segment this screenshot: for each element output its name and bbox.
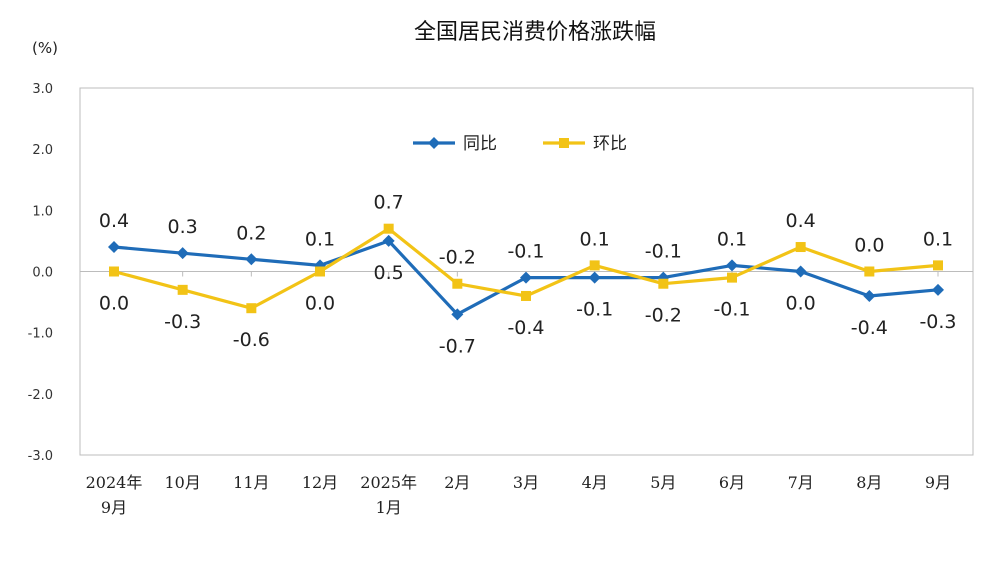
data-point (109, 266, 119, 277)
data-label-环比: 0.0 (99, 293, 129, 315)
data-point (933, 260, 943, 271)
legend: 同比 环比 (413, 134, 627, 154)
data-point (452, 278, 463, 289)
legend-label: 同比 (463, 134, 497, 154)
data-label-环比: -0.4 (507, 317, 544, 339)
legend-item-环比: 环比 (543, 134, 627, 154)
data-point (521, 290, 531, 301)
chart-title: 全国居民消费价格涨跌幅 (414, 20, 656, 45)
data-point (932, 283, 944, 296)
legend-item-同比: 同比 (413, 134, 497, 154)
data-point (863, 289, 876, 302)
data-label-环比: 0.1 (580, 228, 610, 250)
data-label-同比: -0.4 (851, 317, 888, 339)
legend-swatch-marker (428, 137, 440, 149)
y-tick-label: 0.0 (32, 266, 53, 281)
data-point (589, 260, 600, 271)
y-axis-unit-label: (%) (32, 39, 58, 57)
data-point (451, 308, 464, 321)
data-label-同比: 0.5 (374, 262, 404, 284)
data-label-同比: -0.7 (439, 335, 476, 357)
data-label-环比: 0.0 (854, 235, 884, 257)
data-label-环比: 0.1 (923, 228, 953, 250)
data-point (176, 247, 189, 260)
series-group (108, 223, 944, 321)
x-tick-label: 5月 (650, 473, 676, 492)
data-label-同比: 0.2 (236, 222, 266, 244)
data-point (520, 271, 532, 284)
x-tick-label: 3月 (513, 473, 539, 492)
x-tick-label: 9月 (925, 473, 951, 492)
data-label-环比: 0.4 (786, 210, 816, 232)
data-point (383, 223, 394, 234)
data-point (795, 242, 806, 253)
data-label-同比: -0.1 (645, 241, 682, 263)
data-label-同比: 0.1 (305, 228, 335, 250)
data-point (382, 234, 395, 247)
y-tick-label: -1.0 (28, 327, 53, 342)
x-tick-label: 8月 (856, 473, 882, 492)
x-tick-label: 11月 (233, 473, 269, 492)
data-label-环比: 0.0 (305, 293, 335, 315)
data-label-环比: 0.7 (374, 192, 404, 214)
data-point (794, 265, 807, 278)
y-tick-label: 2.0 (32, 143, 53, 158)
data-label-环比: -0.2 (439, 247, 476, 269)
data-labels: 0.4 0.0 0.3 -0.3 0.2 -0.6 0.1 0.0 0.5 0.7 -0.7 -0.2… (99, 192, 957, 358)
y-tick-label: 1.0 (32, 204, 53, 219)
data-label-环比: -0.6 (233, 329, 270, 351)
y-tick-label: -2.0 (28, 388, 53, 403)
data-point (177, 284, 188, 295)
data-label-同比: 0.3 (168, 216, 198, 238)
data-label-同比: -0.3 (919, 311, 956, 333)
data-point (864, 266, 875, 277)
data-point (315, 266, 325, 277)
data-point (726, 259, 738, 272)
data-point (245, 253, 258, 266)
x-tick-label: 4月 (582, 473, 608, 492)
data-label-环比: -0.1 (713, 299, 750, 321)
x-tick-label: 7月 (788, 473, 814, 492)
data-point (588, 271, 601, 284)
data-point (108, 241, 120, 254)
y-tick-label: -3.0 (28, 449, 53, 464)
legend-swatch-marker (559, 138, 569, 148)
data-point (658, 278, 669, 289)
x-tick-label: 6月 (719, 473, 745, 492)
x-tick-label: 2025年 1月 (360, 473, 417, 517)
axes: 3.0 2.0 1.0 0.0 -1.0 -2.0 -3.0 2024年 9月 10月 11月 12月… (28, 82, 973, 517)
x-tick-label: 12月 (302, 473, 338, 492)
y-tick-label: 3.0 (32, 82, 53, 97)
x-tick-label: 2月 (444, 473, 470, 492)
data-point (727, 272, 737, 283)
data-label-同比: -0.1 (507, 241, 544, 263)
x-tick-label: 2024年 9月 (86, 473, 143, 517)
data-label-同比: 0.1 (717, 228, 747, 250)
data-label-同比: -0.1 (576, 299, 613, 321)
series-环比 (109, 223, 943, 314)
data-point (246, 303, 257, 314)
x-tick-label: 10月 (164, 473, 200, 492)
data-label-同比: 0.0 (786, 293, 816, 315)
legend-label: 环比 (593, 134, 627, 154)
data-label-环比: -0.2 (645, 305, 682, 327)
data-label-环比: -0.3 (164, 311, 201, 333)
data-label-同比: 0.4 (99, 210, 129, 232)
